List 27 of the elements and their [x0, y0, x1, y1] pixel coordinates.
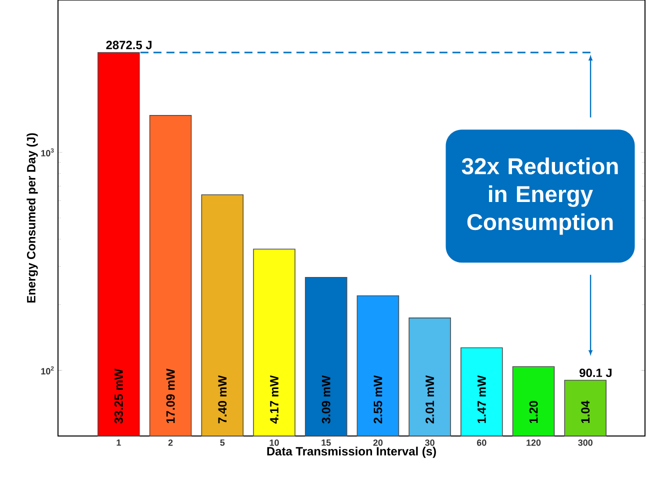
x-tick-label: 10 [270, 440, 279, 446]
x-tick-label: 300 [578, 440, 592, 446]
x-axis-title: Data Transmission Interval (s) [267, 446, 436, 458]
x-tick-label: 20 [373, 440, 383, 446]
y-tick-label: 10$^{3}$ [41, 148, 54, 156]
annotation: 90.1 J [580, 368, 612, 378]
y-axis-title: Energy Consumed per Day (J) [26, 133, 38, 303]
annotation: 33.25 mW [114, 368, 123, 424]
annotation: 1.20 [529, 401, 538, 424]
annotation: 32x Reduction in Energy Consumption [462, 158, 618, 235]
annotation: 1.47 mW [478, 375, 486, 424]
x-tick-label: 5 [220, 440, 225, 446]
annotation: 7.40 mW [218, 375, 227, 424]
annotation: 3.09 mW [322, 375, 330, 424]
annotation: 2.55 mW [374, 375, 382, 424]
annotation: 2.01 mW [426, 375, 434, 424]
x-tick-label: 1 [116, 440, 121, 446]
annotation: 17.09 mW [166, 368, 175, 424]
y-tick-label: 10$^{2}$ [41, 366, 54, 374]
annotation: 1.04 [581, 400, 590, 424]
x-tick-label: 120 [526, 440, 541, 446]
x-tick-label: 2 [168, 440, 173, 446]
x-tick-label: 15 [322, 440, 331, 446]
x-tick-label: 60 [477, 440, 486, 446]
annotation: 4.17 mW [270, 375, 278, 424]
x-tick-label: 30 [425, 440, 434, 446]
annotation: 2872.5 J [106, 40, 152, 50]
